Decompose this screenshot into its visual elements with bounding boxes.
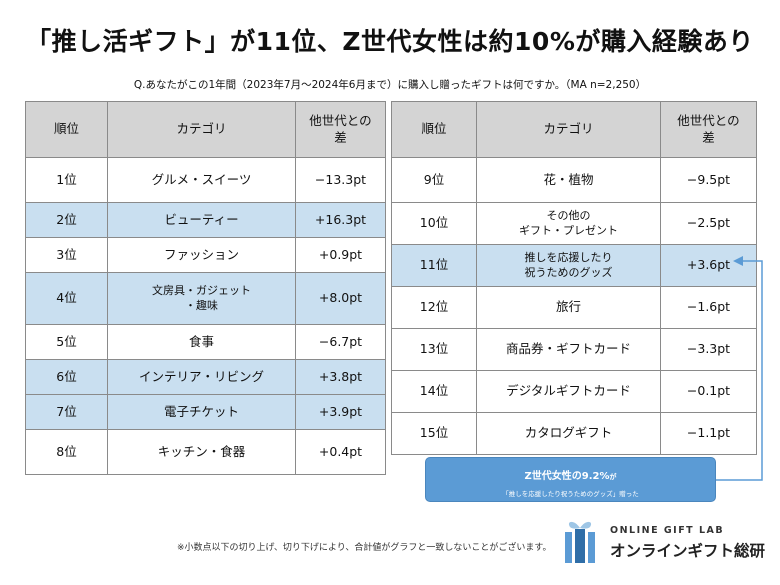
callout-box: Z世代女性の9.2%が 「推しを応援したり祝うためのグッズ」贈った <box>425 457 716 502</box>
rank-cell: 4位 <box>25 272 108 325</box>
category-cell: キッチン・食器 <box>107 429 296 475</box>
category-cell: 電子チケット <box>107 394 296 430</box>
table-row: 4位 文房具・ガジェット ・趣味 +8.0pt <box>25 272 386 325</box>
header-rank: 順位 <box>391 101 477 158</box>
page-title: 「推し活ギフト」が11位、Z世代女性は約10%が購入経験あり <box>26 27 754 56</box>
category-label: 花・植物 <box>543 171 594 187</box>
category-label: インテリア・リビング <box>138 368 264 384</box>
diff-cell: +0.9pt <box>295 237 386 273</box>
callout-line1-a: Z世代女性の <box>524 471 582 482</box>
rank-cell: 15位 <box>391 412 477 455</box>
category-label: ビューティー <box>164 211 239 227</box>
diff-cell: −3.3pt <box>660 328 757 371</box>
category-cell: ファッション <box>107 237 296 273</box>
rank-cell: 2位 <box>25 202 108 238</box>
brand-logo: ONLINE GIFT LAB オンラインギフト総研 <box>556 515 766 565</box>
category-cell: インテリア・リビング <box>107 359 296 395</box>
callout-line1-c: が <box>609 473 617 481</box>
table-row: 2位 ビューティー +16.3pt <box>25 202 386 238</box>
diff-cell: +0.4pt <box>295 429 386 475</box>
connector-arrowhead-icon <box>733 256 743 266</box>
category-label-line2: 祝うためのグッズ <box>524 265 613 279</box>
diff-cell: −1.1pt <box>660 412 757 455</box>
ranking-table-left: 順位 カテゴリ 他世代との差 1位 グルメ・スイーツ −13.3pt 2位 ビューティー… <box>25 101 386 475</box>
logo-text-jp: オンラインギフト総研 <box>610 542 766 560</box>
category-cell: 旅行 <box>476 286 661 329</box>
header-diff-line1: 他世代との <box>309 113 372 129</box>
table-header-row: 順位 カテゴリ 他世代との差 <box>391 101 757 158</box>
table-row: 7位 電子チケット +3.9pt <box>25 394 386 430</box>
rank-cell: 1位 <box>25 157 108 203</box>
header-category: カテゴリ <box>476 101 661 158</box>
diff-cell: +8.0pt <box>295 272 386 325</box>
rank-cell: 3位 <box>25 237 108 273</box>
diff-cell: −9.5pt <box>660 157 757 203</box>
rank-cell: 10位 <box>391 202 477 245</box>
category-cell: 文房具・ガジェット ・趣味 <box>107 272 296 325</box>
rank-cell: 7位 <box>25 394 108 430</box>
diff-cell: +3.9pt <box>295 394 386 430</box>
category-label: デジタルギフトカード <box>506 383 631 399</box>
table-row: 13位 商品券・ギフトカード −3.3pt <box>391 328 757 371</box>
table-row: 15位 カタログギフト −1.1pt <box>391 412 757 455</box>
callout-line1: Z世代女性の9.2%が <box>426 467 715 482</box>
table-row: 8位 キッチン・食器 +0.4pt <box>25 429 386 475</box>
rank-cell: 11位 <box>391 244 477 287</box>
table-row: 12位 旅行 −1.6pt <box>391 286 757 329</box>
connector-line <box>716 260 763 481</box>
logo-text-en: ONLINE GIFT LAB <box>610 525 725 536</box>
category-label: 旅行 <box>555 299 581 315</box>
table-row: 3位 ファッション +0.9pt <box>25 237 386 273</box>
category-label: 文房具・ガジェット <box>152 284 251 298</box>
header-diff-line2: 差 <box>702 129 715 145</box>
rank-cell: 14位 <box>391 370 477 413</box>
table-header-row: 順位 カテゴリ 他世代との差 <box>25 101 386 158</box>
category-label-line2: ・趣味 <box>185 298 218 312</box>
header-diff: 他世代との差 <box>295 101 386 158</box>
category-cell: グルメ・スイーツ <box>107 157 296 203</box>
rank-cell: 6位 <box>25 359 108 395</box>
ranking-table-right: 順位 カテゴリ 他世代との差 9位 花・植物 −9.5pt 10位 その他の ギフト・プレ… <box>391 101 757 455</box>
category-label: 食事 <box>188 333 214 349</box>
category-cell: 推しを応援したり 祝うためのグッズ <box>476 244 661 287</box>
category-label: キッチン・食器 <box>157 443 246 459</box>
category-label: 電子チケット <box>163 403 239 419</box>
header-diff-line2: 差 <box>334 129 347 145</box>
diff-cell: −2.5pt <box>660 202 757 245</box>
header-diff: 他世代との差 <box>660 101 757 158</box>
category-label: 推しを応援したり <box>524 251 613 265</box>
category-label: 商品券・ギフトカード <box>505 341 631 357</box>
rank-cell: 13位 <box>391 328 477 371</box>
gift-box-icon <box>565 521 595 563</box>
callout-line2: 「推しを応援したり祝うためのグッズ」贈った <box>502 490 639 498</box>
footnote: ※小数点以下の切り上げ、切り下げにより、合計値がグラフと一致しないことがございま… <box>177 543 552 553</box>
header-diff-line1: 他世代との <box>677 113 740 129</box>
category-label: カタログギフト <box>524 425 613 441</box>
diff-cell: +16.3pt <box>295 202 386 238</box>
table-row: 11位 推しを応援したり 祝うためのグッズ +3.6pt <box>391 244 757 287</box>
category-label: その他の <box>546 209 591 223</box>
diff-cell: +3.8pt <box>295 359 386 395</box>
table-row: 6位 インテリア・リビング +3.8pt <box>25 359 386 395</box>
table-row: 9位 花・植物 −9.5pt <box>391 157 757 203</box>
category-label-line2: ギフト・プレゼント <box>519 223 618 237</box>
category-label: ファッション <box>163 246 239 262</box>
category-cell: 商品券・ギフトカード <box>476 328 661 371</box>
survey-question: Q.あなたがこの1年間（2023年7月～2024年6月まで）に購入し贈ったギフト… <box>133 79 647 91</box>
category-cell: カタログギフト <box>476 412 661 455</box>
callout-line1-b: 9.2% <box>581 471 610 482</box>
diff-cell: −13.3pt <box>295 157 386 203</box>
header-rank: 順位 <box>25 101 108 158</box>
category-label: グルメ・スイーツ <box>151 171 252 187</box>
table-row: 1位 グルメ・スイーツ −13.3pt <box>25 157 386 203</box>
